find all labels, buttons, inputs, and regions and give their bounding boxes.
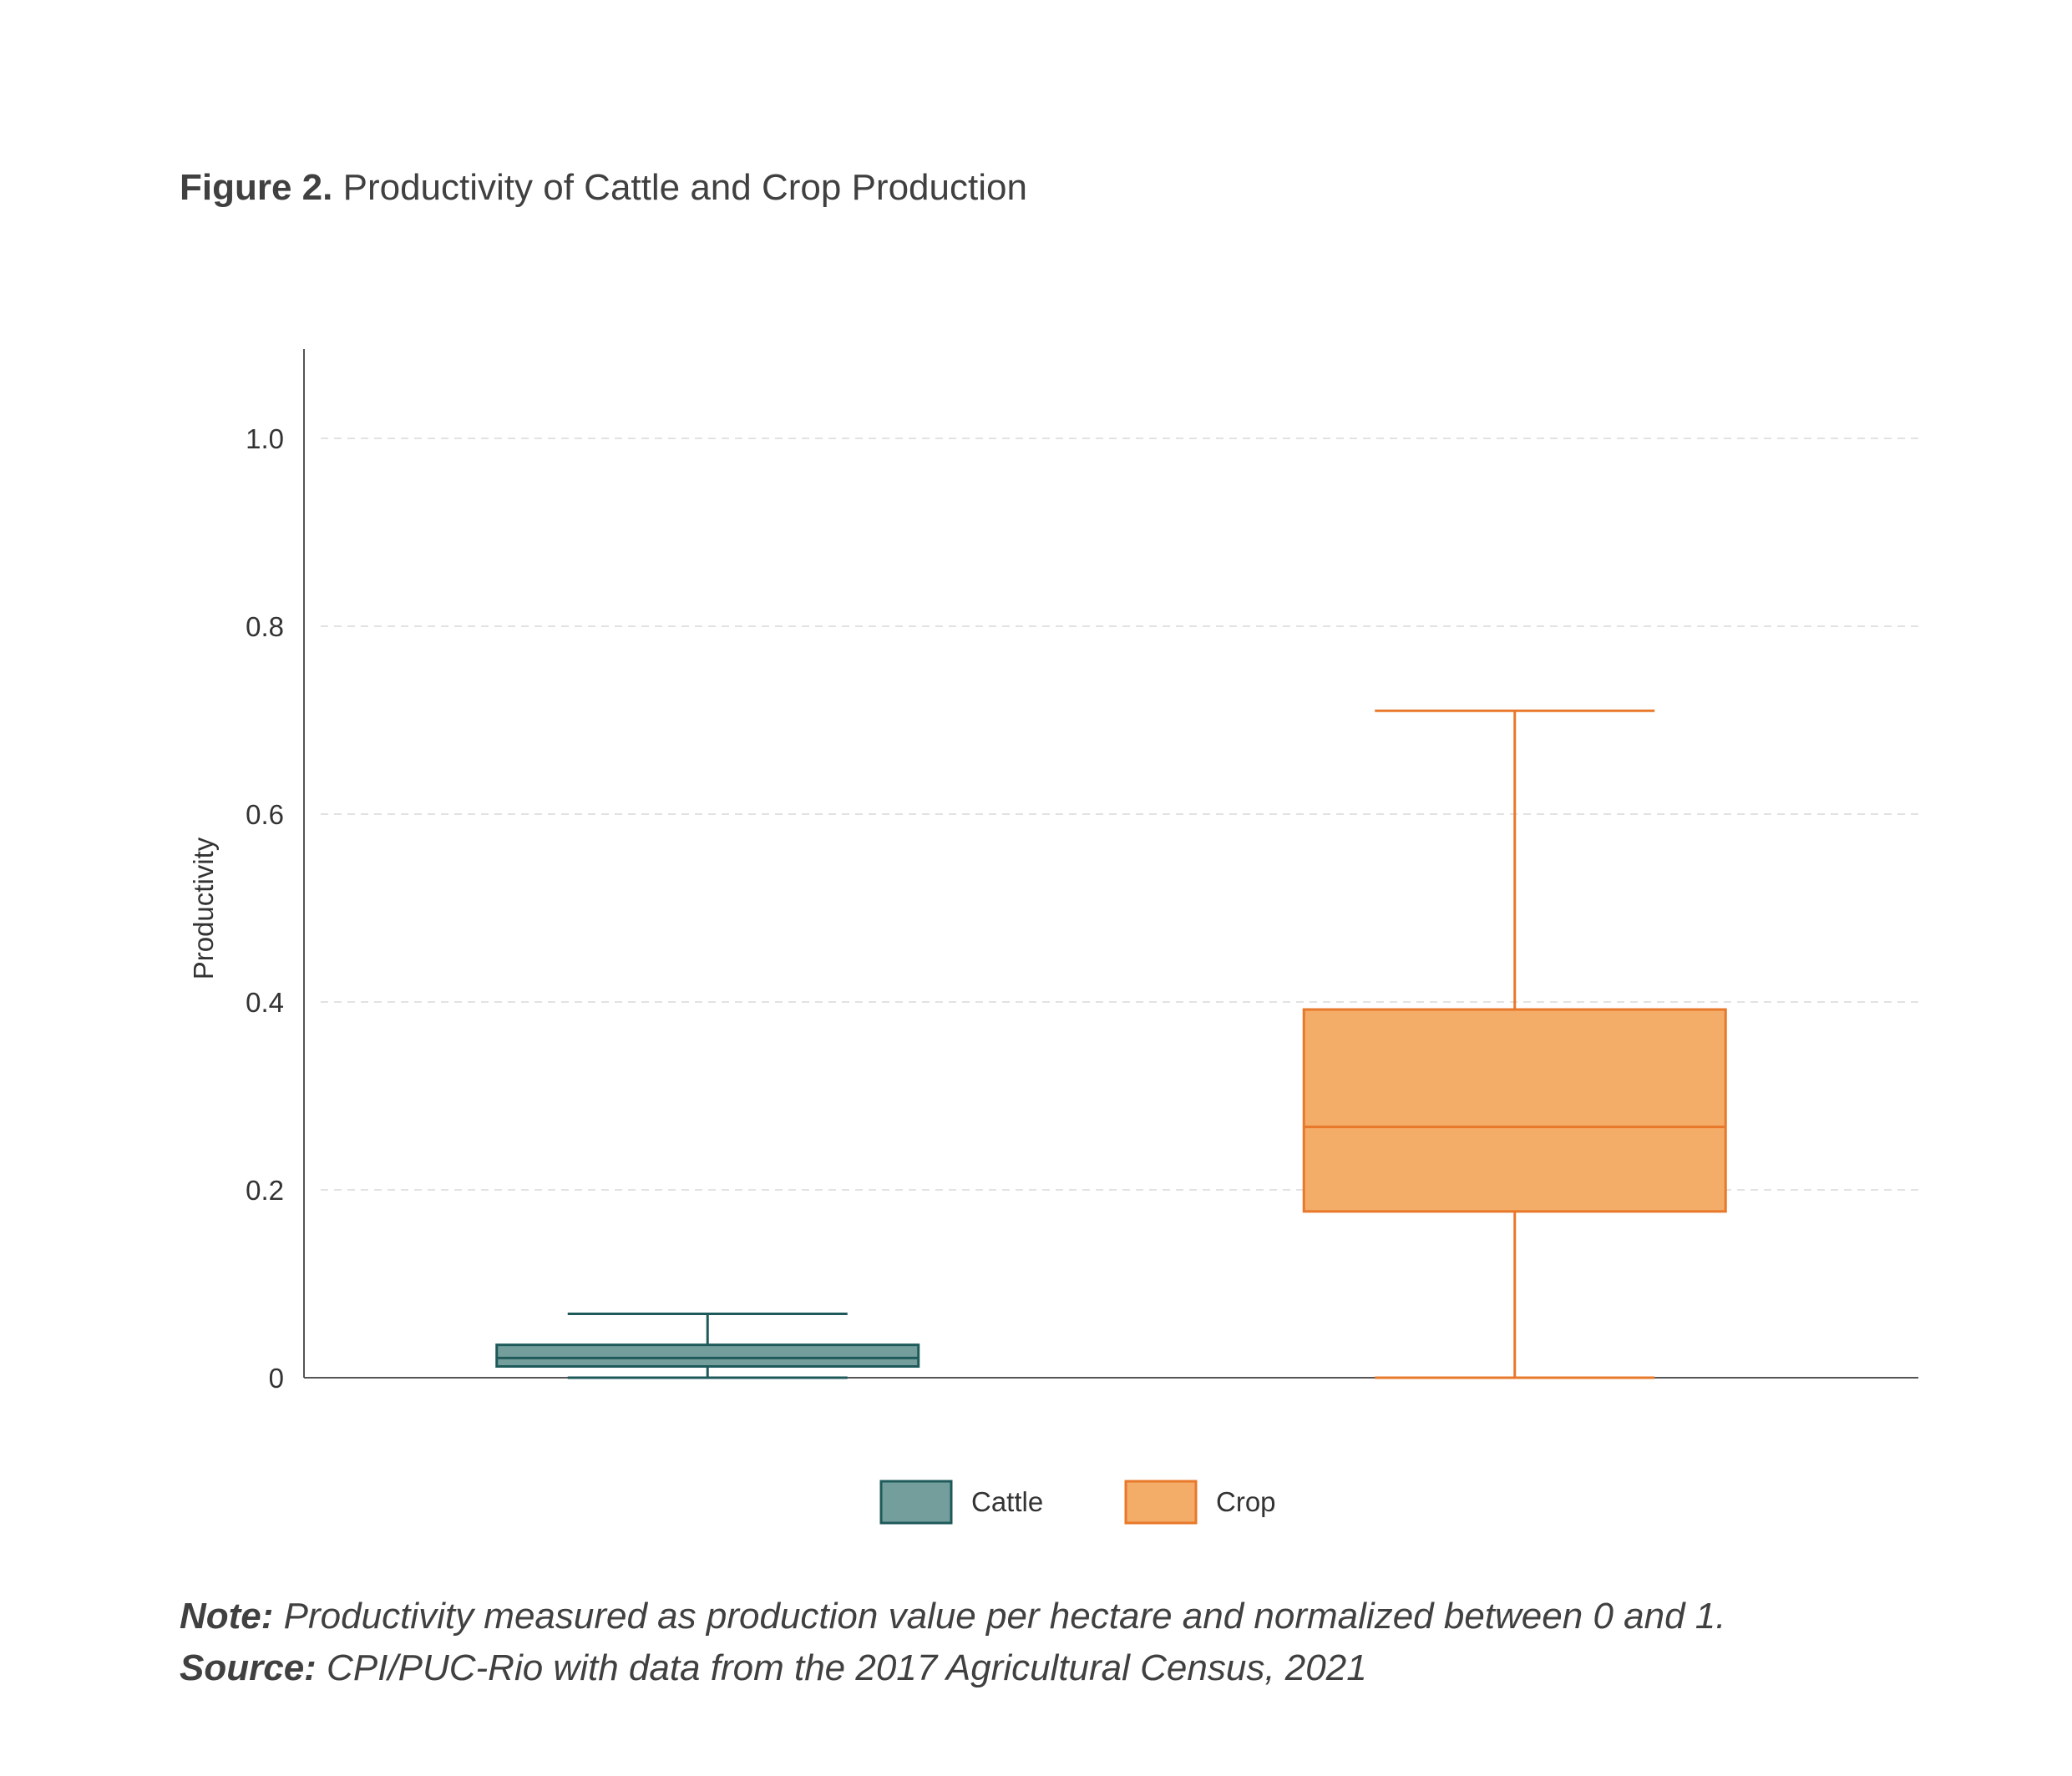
box-cattle xyxy=(495,1313,920,1379)
legend-label: Crop xyxy=(1216,1486,1276,1517)
box-crop xyxy=(1302,709,1727,1379)
y-tick-label: 0.8 xyxy=(246,611,284,642)
y-tick-label: 0.2 xyxy=(246,1175,284,1206)
figure-title-text: Productivity of Cattle and Crop Producti… xyxy=(342,167,1027,208)
legend: Cattle Crop xyxy=(879,1480,1276,1525)
legend-swatch xyxy=(879,1480,953,1525)
boxes xyxy=(495,709,1727,1379)
y-tick-label: 1.0 xyxy=(246,423,284,454)
legend-swatch xyxy=(1124,1480,1198,1525)
note-text: Productivity measured as production valu… xyxy=(273,1596,1726,1637)
iqr-box xyxy=(495,1343,920,1368)
source-label: Source: xyxy=(180,1647,317,1688)
figure-label: Figure 2. xyxy=(180,167,333,208)
y-tick-labels: 0 0.2 0.4 0.6 0.8 1.0 xyxy=(246,423,284,1394)
note-label: Note: xyxy=(180,1596,274,1637)
y-tick-label: 0 xyxy=(269,1363,284,1394)
legend-item-crop: Crop xyxy=(1124,1480,1276,1525)
y-axis-label: Productivity xyxy=(188,837,219,979)
y-tick-label: 0.4 xyxy=(246,987,284,1018)
source-text: CPI/PUC-Rio with data from the 2017 Agri… xyxy=(316,1647,1367,1688)
source-line: Source: CPI/PUC-Rio with data from the 2… xyxy=(180,1642,1725,1694)
figure-title: Figure 2. Productivity of Cattle and Cro… xyxy=(180,167,1027,209)
y-tick-label: 0.6 xyxy=(246,799,284,830)
note-line: Note: Productivity measured as productio… xyxy=(180,1591,1725,1642)
footnote: Note: Productivity measured as productio… xyxy=(180,1591,1725,1694)
legend-item-cattle: Cattle xyxy=(879,1480,1043,1525)
legend-label: Cattle xyxy=(971,1486,1043,1517)
iqr-box xyxy=(1302,1008,1727,1213)
